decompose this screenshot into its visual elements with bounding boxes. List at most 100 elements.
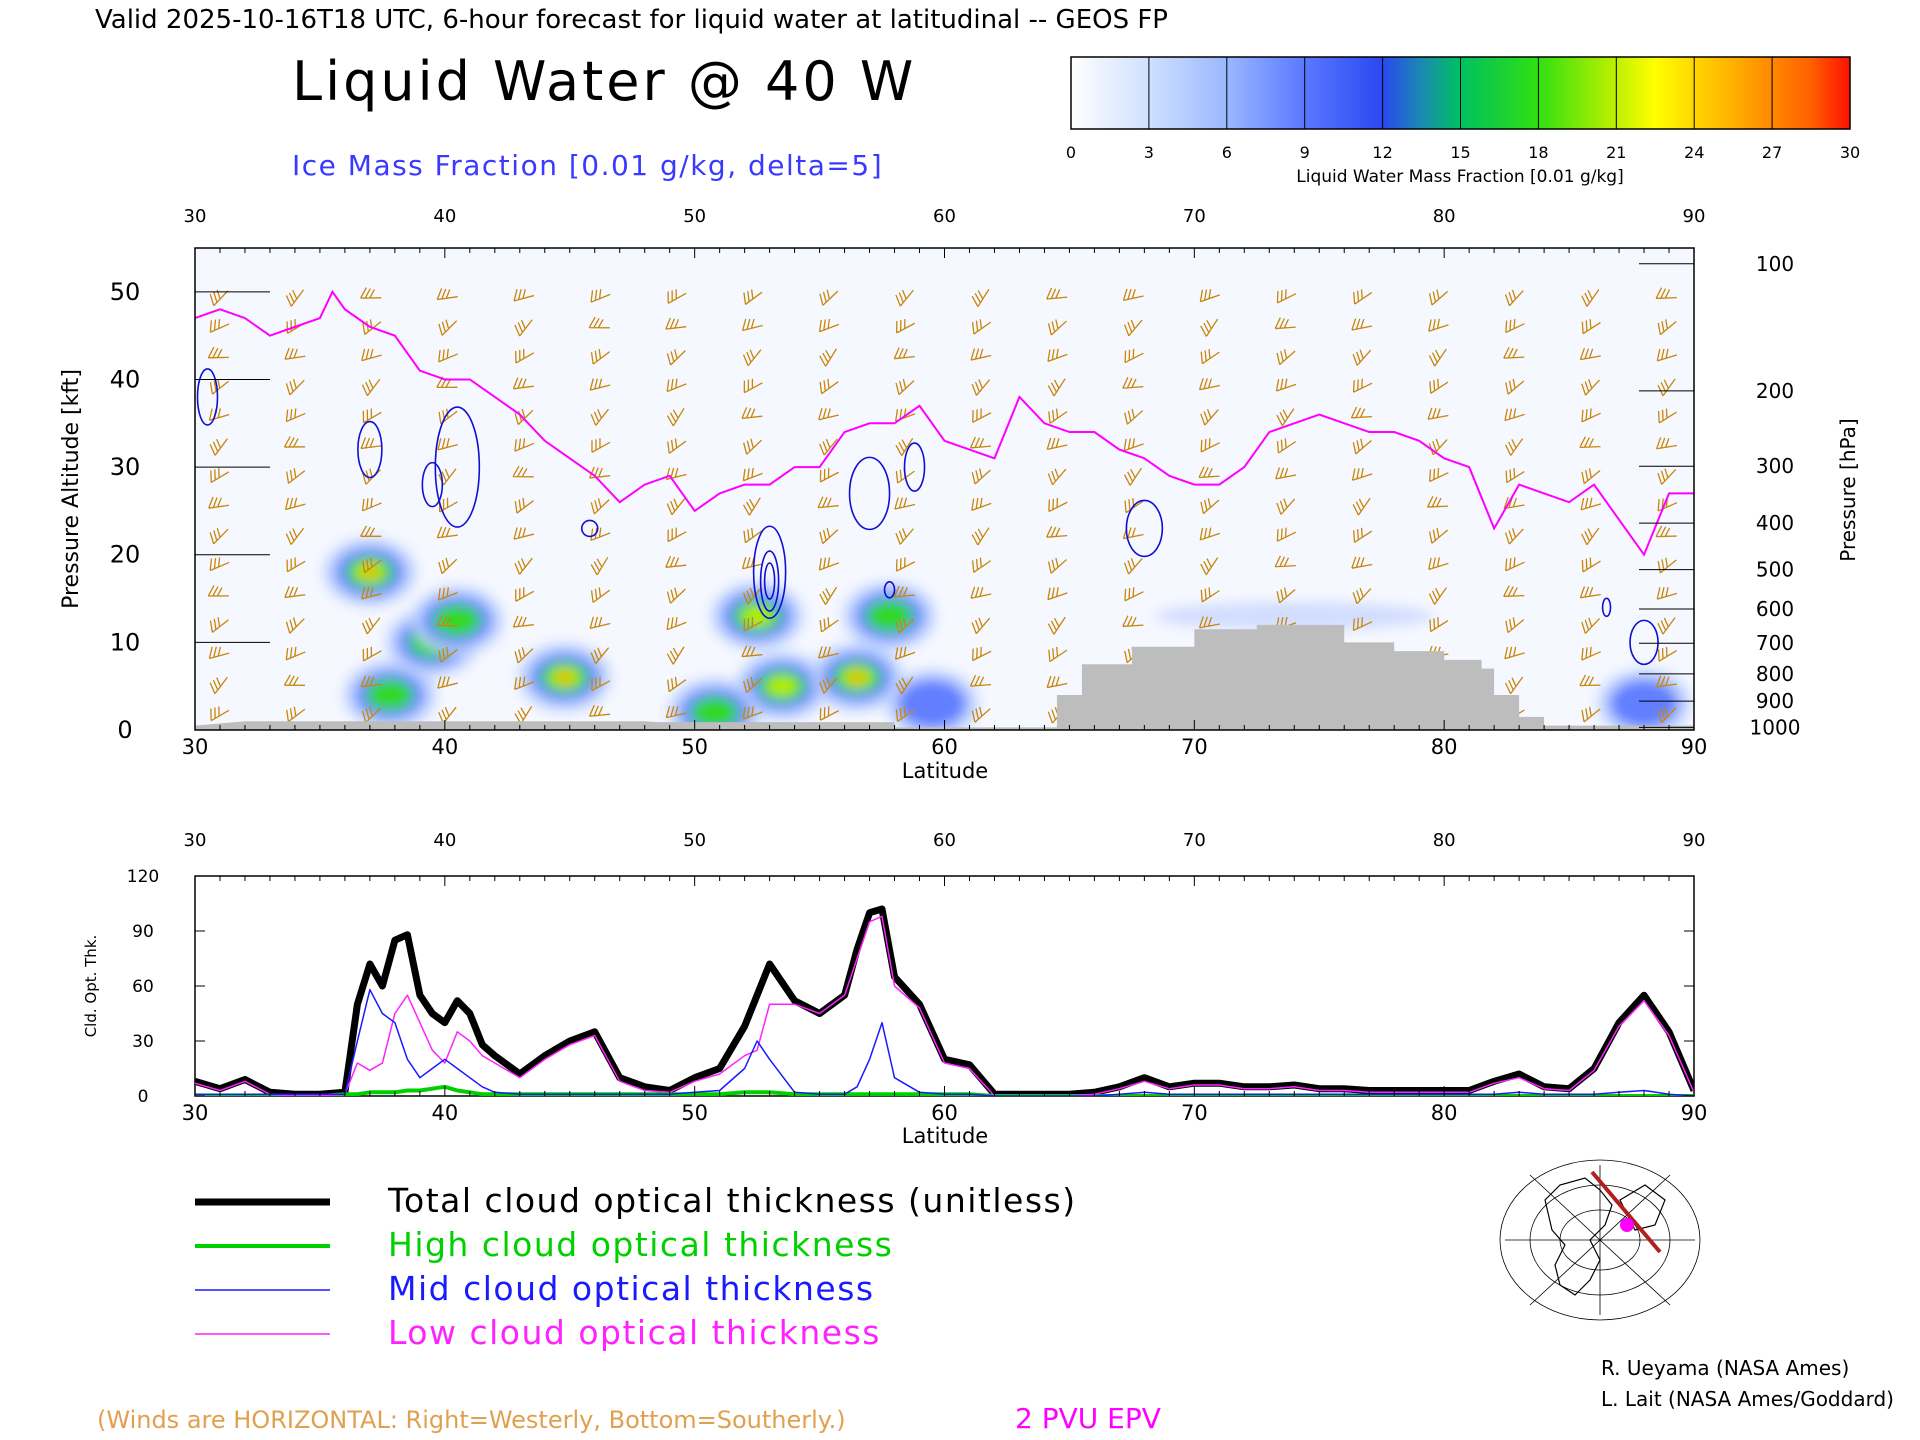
wind-barb xyxy=(1276,438,1296,454)
wind-barb xyxy=(1047,587,1068,601)
liquid-water-field xyxy=(323,538,1691,730)
wind-barb xyxy=(209,557,230,572)
wind-barb xyxy=(1047,378,1066,397)
wind-barb xyxy=(819,706,839,721)
colorbar-tick-label: 6 xyxy=(1222,143,1232,162)
wind-barb xyxy=(438,348,458,363)
wind-barb xyxy=(1198,616,1220,629)
wind-barb xyxy=(969,674,992,687)
top-x-top-tick-label: 60 xyxy=(933,206,956,227)
wind-barb xyxy=(1352,587,1372,605)
wind-barb xyxy=(1122,526,1144,540)
legend-label: High cloud optical thickness xyxy=(388,1225,893,1264)
wind-barb xyxy=(1657,319,1677,336)
wind-barb xyxy=(819,289,839,306)
wind-barb xyxy=(971,617,991,635)
bottom-x-top-tick-label: 60 xyxy=(933,830,956,851)
wind-barb xyxy=(1505,319,1525,334)
wind-barb xyxy=(819,438,838,456)
wind-barb xyxy=(1200,318,1219,337)
ice-contour xyxy=(1125,499,1164,558)
wind-barb xyxy=(1352,438,1372,455)
wind-barb xyxy=(1124,587,1144,602)
liquid-water-cell xyxy=(433,604,482,637)
wind-barb xyxy=(1429,378,1449,394)
wind-barb xyxy=(438,587,459,601)
wind-barb xyxy=(1657,468,1677,485)
wind-barb xyxy=(1428,527,1449,544)
wind-barb xyxy=(1428,289,1448,306)
wind-barb xyxy=(666,349,686,366)
wind-barb xyxy=(971,319,992,335)
bottom-x-tick-label: 90 xyxy=(1681,1101,1708,1125)
liquid-water-cell xyxy=(1154,602,1435,631)
wind-barb xyxy=(1429,468,1449,483)
top-x-top-tick-label: 80 xyxy=(1433,206,1456,227)
valid-line: Valid 2025-10-16T18 UTC, 6-hour forecast… xyxy=(95,5,1168,35)
top-y-axis-label: Pressure Altitude [kft] xyxy=(59,369,84,609)
top-y-tick-label: 20 xyxy=(110,541,141,569)
wind-barb xyxy=(512,465,534,478)
wind-barb xyxy=(1276,408,1295,427)
wind-barb xyxy=(589,378,611,391)
wind-barb xyxy=(666,498,686,516)
bottom-x-tick-label: 50 xyxy=(681,1101,708,1125)
bottom-x-top-tick-label: 30 xyxy=(184,830,207,851)
wind-barb xyxy=(743,438,763,455)
locator-map-marker xyxy=(1620,1218,1634,1232)
wind-barb xyxy=(209,617,229,633)
liquid-water-cell xyxy=(742,606,773,627)
colorbar-tick-label: 27 xyxy=(1762,143,1782,162)
wind-barb xyxy=(1048,408,1068,424)
credit-line-1: R. Ueyama (NASA Ames) xyxy=(1601,1356,1849,1380)
wind-barb xyxy=(514,498,534,514)
wind-barb xyxy=(1581,379,1600,396)
wind-barb xyxy=(818,646,839,659)
wind-barb xyxy=(1276,498,1296,515)
wind-barb xyxy=(818,318,840,333)
colorbar-label: Liquid Water Mass Fraction [0.01 g/kg] xyxy=(1296,167,1623,187)
wind-barb xyxy=(1124,497,1144,514)
wind-barb xyxy=(512,615,534,628)
wind-barb xyxy=(1504,528,1524,545)
wind-barb xyxy=(1504,408,1525,422)
wind-barb xyxy=(1200,408,1219,426)
ice-contour xyxy=(763,562,776,600)
bottom-x-tick-label: 80 xyxy=(1431,1101,1458,1125)
top-axes: 3030404050506060707080809090010203040501… xyxy=(110,206,1801,759)
optical-thickness-series xyxy=(195,905,1694,1096)
wind-barb xyxy=(1504,676,1524,695)
winds-note: (Winds are HORIZONTAL: Right=Westerly, B… xyxy=(97,1406,846,1434)
wind-barb xyxy=(514,408,534,426)
legend-label: Total cloud optical thickness (unitless) xyxy=(387,1181,1077,1220)
wind-barb xyxy=(1657,497,1678,512)
bottom-y-tick-label: 30 xyxy=(132,1032,154,1052)
epv-2pvu-line xyxy=(195,289,1694,557)
wind-barb xyxy=(436,526,458,539)
wind-barb xyxy=(589,466,611,479)
wind-barb xyxy=(1123,438,1144,452)
wind-barb xyxy=(362,706,381,724)
bottom-y-axis-label: Cld. Opt. Thk. xyxy=(82,935,100,1038)
wind-barb xyxy=(1274,317,1296,330)
wind-barb xyxy=(1426,496,1449,508)
wind-barb xyxy=(438,319,458,336)
wind-barb xyxy=(893,585,915,598)
top-y2-axis-label: Pressure [hPa] xyxy=(1836,418,1860,561)
wind-barb xyxy=(591,438,611,453)
liquid-water-cross-section: 3030404050506060707080809090010203040501… xyxy=(59,206,1860,783)
pressure-tick-label: 600 xyxy=(1756,597,1794,621)
wind-barb xyxy=(514,676,535,690)
ice-contour xyxy=(903,442,926,492)
wind-barbs xyxy=(207,287,1678,725)
wind-barb xyxy=(285,408,306,423)
wind-barb xyxy=(971,468,991,485)
wind-barb xyxy=(1656,587,1678,600)
series-line xyxy=(195,1084,1694,1096)
wind-barb xyxy=(515,348,535,364)
wind-barb xyxy=(1581,646,1601,661)
bottom-x-axis-label: Latitude xyxy=(902,1124,988,1148)
wind-barb xyxy=(1048,497,1068,513)
wind-barb xyxy=(1503,347,1525,359)
wind-barb xyxy=(741,407,763,420)
